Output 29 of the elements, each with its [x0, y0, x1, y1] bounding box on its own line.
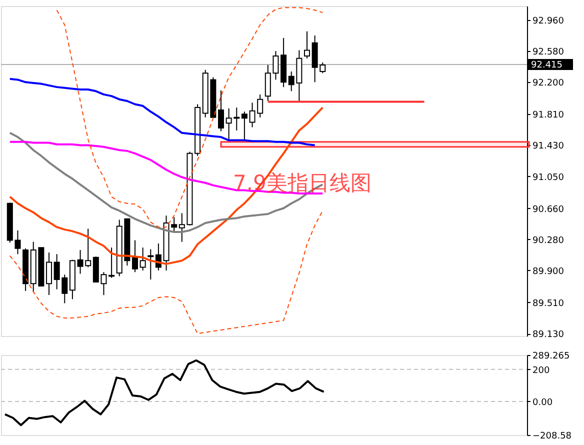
y-tick-label: 91.050 [532, 172, 564, 183]
y-tick-label: 289.265 [532, 352, 570, 362]
ref-line-label: 92.415 [531, 60, 562, 71]
y-tick-label: 200 [532, 366, 550, 376]
line-series [8, 140, 324, 195]
candlestick [46, 252, 52, 296]
candlestick [140, 247, 146, 271]
y-tick-label: 91.810 [532, 110, 564, 121]
y-tick-label: 0.00 [532, 398, 553, 408]
y-tick-label: 89.900 [532, 266, 564, 277]
y-tick-label: −208.58 [532, 432, 572, 442]
y-tick-label: 92.960 [532, 16, 564, 26]
y-tick-label: 90.660 [532, 204, 564, 215]
candlestick [304, 30, 310, 59]
y-tick-label: 89.130 [532, 330, 564, 340]
line-series [8, 78, 316, 146]
candlestick [108, 247, 115, 278]
candlestick [132, 240, 138, 273]
y-tick-label: 92.580 [532, 48, 564, 58]
line-series [4, 359, 325, 426]
y-tick-label: 90.280 [532, 236, 564, 246]
y-tick-label: 91.430 [532, 142, 564, 152]
candlestick [148, 248, 154, 280]
line-series [9, 210, 324, 334]
y-tick-label: 92.200 [532, 78, 564, 89]
y-tick-label: 89.510 [532, 298, 564, 309]
line-series [8, 132, 324, 234]
candlestick [218, 90, 224, 132]
candlestick [241, 111, 248, 140]
